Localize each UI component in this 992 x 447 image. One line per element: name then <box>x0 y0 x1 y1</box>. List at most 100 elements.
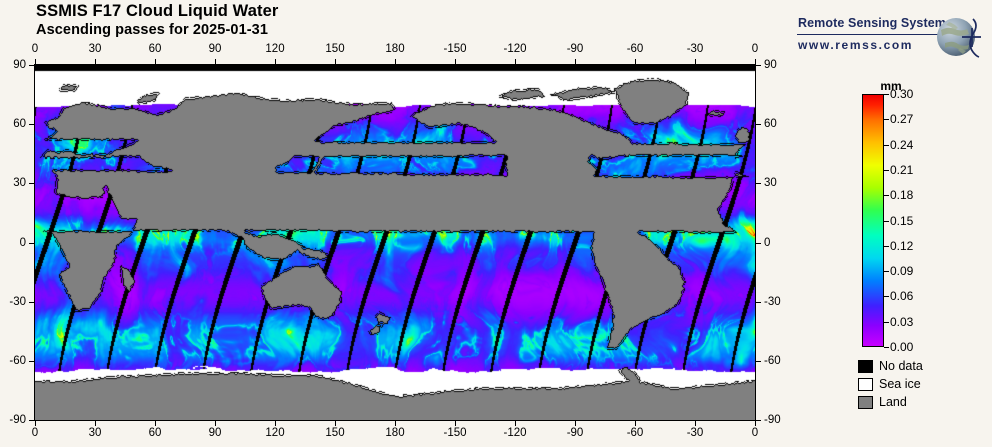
lon-tick-top <box>455 59 456 64</box>
lon-label-bottom: -30 <box>686 427 704 439</box>
lon-tick-bot <box>335 421 336 426</box>
lat-label-left: 0 <box>19 236 26 249</box>
map-plot-area[interactable] <box>34 64 756 421</box>
lat-tick-right <box>756 360 761 362</box>
colorbar-tick <box>884 195 889 197</box>
legend-label: Sea ice <box>879 377 921 391</box>
legend-label: Land <box>879 395 907 409</box>
lon-label-bottom: 150 <box>325 427 345 439</box>
lat-label-right: -60 <box>764 354 781 367</box>
lon-label-top: -120 <box>503 43 527 55</box>
colorbar-tick <box>884 119 889 121</box>
lon-label-top: -60 <box>626 43 644 55</box>
legend-label: No data <box>879 359 923 373</box>
lat-label-left: 30 <box>13 177 26 190</box>
lat-label-right: 0 <box>764 236 771 249</box>
lat-tick-left <box>29 65 34 66</box>
colorbar-tick-label: 0.00 <box>890 340 914 354</box>
lon-label-bottom: -120 <box>503 427 527 439</box>
lat-label-left: -60 <box>9 354 26 367</box>
colorbar-tick-label: 0.03 <box>890 314 914 329</box>
colorbar-tick-label: 0.27 <box>890 112 914 127</box>
lon-tick-top <box>515 59 516 64</box>
cloud-liquid-water-heatmap <box>35 65 755 420</box>
lon-tick-top <box>35 59 36 64</box>
lon-label-bottom: -90 <box>566 427 584 439</box>
lon-label-bottom: -60 <box>626 427 644 439</box>
lon-tick-top <box>635 59 636 64</box>
colorbar-tick-label: 0.18 <box>890 188 914 203</box>
colorbar-tick-label: 0.15 <box>890 213 914 228</box>
lon-label-top: -150 <box>443 43 467 55</box>
lon-label-bottom: 180 <box>385 427 405 439</box>
lat-label-left: -30 <box>9 295 26 308</box>
lat-label-left: 60 <box>13 118 26 131</box>
lon-label-bottom: 60 <box>148 427 162 439</box>
lon-tick-top <box>335 59 336 64</box>
colorbar-gradient <box>862 94 884 347</box>
lon-label-top: 60 <box>148 43 162 55</box>
lat-label-right: 30 <box>764 177 777 190</box>
lat-label-left: 90 <box>13 59 26 71</box>
colorbar-tick <box>884 245 889 247</box>
brand-name: Remote Sensing Systems <box>798 16 954 30</box>
lon-tick-bot <box>155 421 156 426</box>
lat-tick-left <box>29 183 34 185</box>
lon-label-bottom: 0 <box>751 427 759 439</box>
lon-label-top: -90 <box>566 43 584 55</box>
legend-swatch <box>858 395 873 409</box>
colorbar-tick-label: 0.30 <box>890 87 914 101</box>
lon-label-bottom: 120 <box>265 427 285 439</box>
legend-row: Sea ice <box>858 375 923 393</box>
lat-label-right: -30 <box>764 295 781 308</box>
lon-tick-bot <box>755 421 756 426</box>
lat-label-right: 60 <box>764 118 777 131</box>
lon-tick-top <box>155 59 156 64</box>
lon-tick-bot <box>35 421 36 426</box>
colorbar-unit-label: mm <box>880 79 902 93</box>
lon-tick-top <box>395 59 396 64</box>
colorbar-tick-label: 0.06 <box>890 289 914 304</box>
legend-row: Land <box>858 393 923 411</box>
lat-label-right: 90 <box>764 59 777 71</box>
colorbar-tick <box>884 220 889 222</box>
lon-tick-bot <box>275 421 276 426</box>
page-title: SSMIS F17 Cloud Liquid Water <box>36 2 279 20</box>
colorbar-tick <box>884 144 889 146</box>
lon-label-bottom: 30 <box>88 427 102 439</box>
legend-swatch <box>858 359 873 373</box>
lon-label-bottom: 90 <box>208 427 222 439</box>
lon-label-top: 180 <box>385 43 405 55</box>
brand-divider <box>797 34 945 35</box>
globe-icon <box>937 18 981 58</box>
lon-tick-bot <box>395 421 396 426</box>
lon-tick-bot <box>575 421 576 426</box>
legend-swatch <box>858 377 873 391</box>
lat-tick-right <box>756 124 761 126</box>
lon-label-bottom: -150 <box>443 427 467 439</box>
lon-tick-bot <box>515 421 516 426</box>
brand-logo[interactable]: Remote Sensing Systems www.remss.com <box>795 10 985 66</box>
lon-tick-top <box>275 59 276 64</box>
mask-legend: No data Sea ice Land <box>858 357 923 411</box>
colorbar-tick-label: 0.21 <box>890 162 914 177</box>
brand-url: www.remss.com <box>798 38 914 52</box>
colorbar-tick <box>884 321 889 323</box>
colorbar-tick <box>884 296 889 298</box>
lat-tick-right <box>756 183 761 185</box>
colorbar-tick <box>884 271 889 273</box>
lon-label-top: 150 <box>325 43 345 55</box>
lon-label-top: 0 <box>751 43 759 55</box>
lon-tick-top <box>575 59 576 64</box>
lat-tick-left <box>29 242 34 244</box>
lon-label-top: 90 <box>208 43 222 55</box>
lon-tick-top <box>95 59 96 64</box>
colorbar-tick-label: 0.12 <box>890 238 914 253</box>
colorbar-tick <box>884 169 889 171</box>
lon-label-top: 120 <box>265 43 285 55</box>
lon-tick-bot <box>95 421 96 426</box>
legend-row: No data <box>858 357 923 375</box>
lon-tick-bot <box>695 421 696 426</box>
colorbar-tick-label: 0.09 <box>890 264 914 279</box>
lon-label-bottom: 0 <box>31 427 39 439</box>
